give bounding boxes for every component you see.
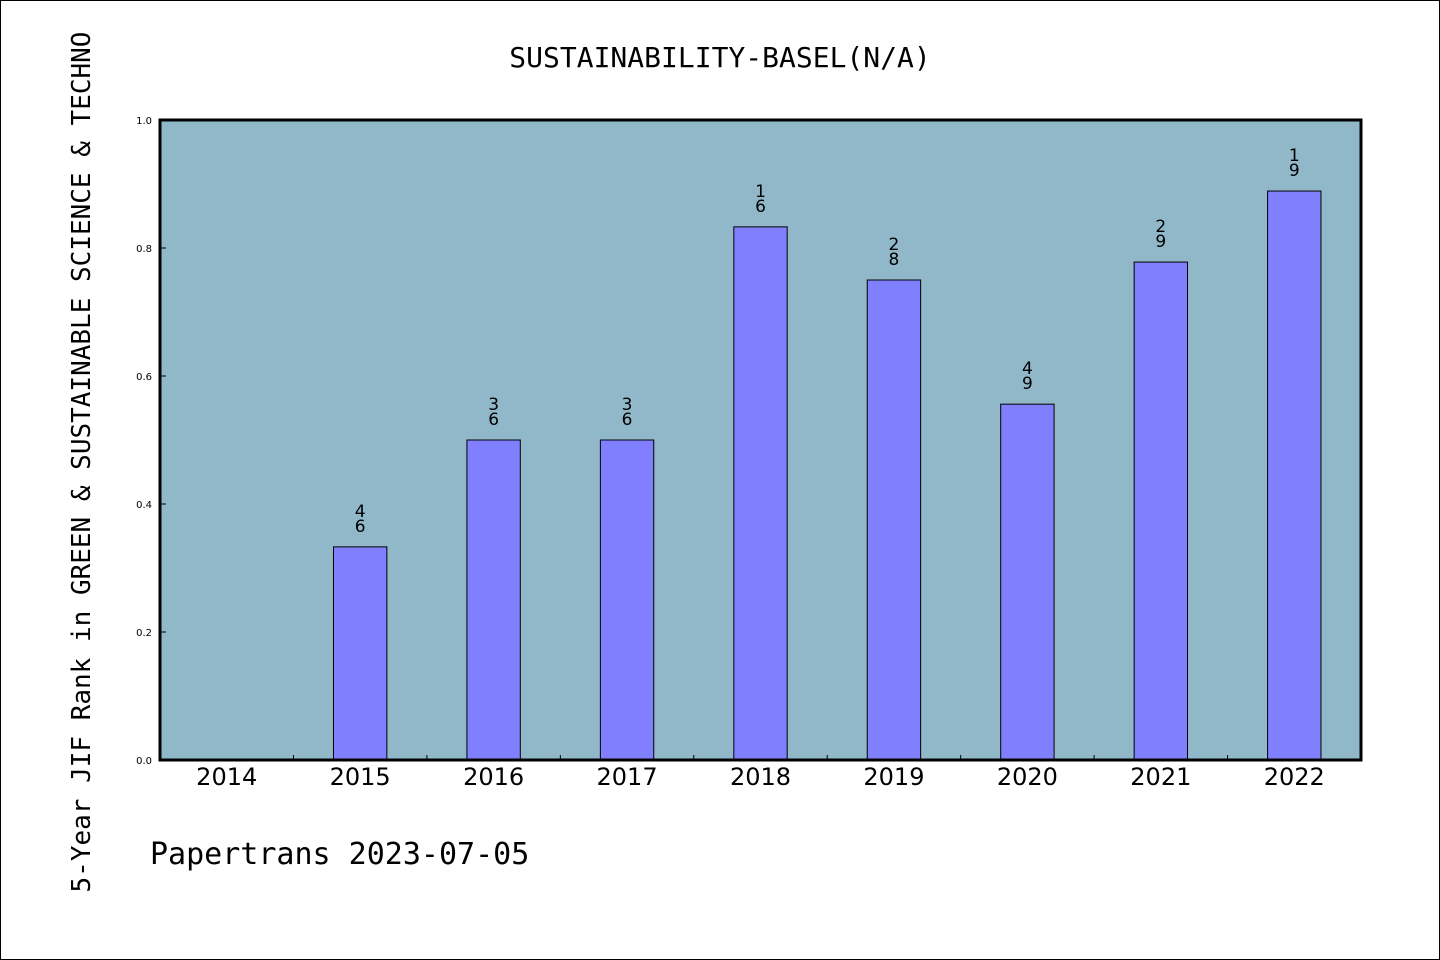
y-tick-label: 0.2 <box>136 628 152 639</box>
x-axis-ticks: 2014 2015 2016 2017 2018 2019 2020 2021 2022 <box>196 755 1325 791</box>
bar-labels-layer: 4 6 3 6 3 6 1 6 2 8 4 9 2 9 1 9 <box>355 146 1300 537</box>
plot-border <box>158 118 1363 762</box>
x-tick-label: 2017 <box>597 763 658 791</box>
bar <box>1133 261 1189 761</box>
x-tick-label: 2021 <box>1130 763 1191 791</box>
y-tick-label: 0.0 <box>136 756 152 767</box>
bars-layer <box>332 190 1322 761</box>
x-tick-label: 2014 <box>196 763 257 791</box>
chart-title: SUSTAINABILITY-BASEL(N/A) <box>509 41 930 74</box>
bar <box>599 439 655 761</box>
bar <box>466 439 521 761</box>
y-tick-label: 0.4 <box>136 500 152 511</box>
bar <box>1267 190 1322 761</box>
footer-watermark: Papertrans 2023-07-05 <box>150 837 529 872</box>
y-tick-label: 0.8 <box>136 244 152 255</box>
x-tick-label: 2016 <box>463 763 524 791</box>
y-tick-label: 0.6 <box>136 372 152 383</box>
x-tick-label: 2015 <box>330 763 391 791</box>
y-axis-label: 5-Year JIF Rank in GREEN & SUSTAINABLE S… <box>67 32 97 893</box>
x-tick-label: 2018 <box>730 763 791 791</box>
bar <box>1000 403 1055 761</box>
x-tick-label: 2020 <box>997 763 1058 791</box>
bar <box>332 546 388 761</box>
y-tick-label: 1.0 <box>136 116 152 127</box>
x-tick-label: 2019 <box>863 763 924 791</box>
bar <box>866 279 922 761</box>
x-tick-label: 2022 <box>1264 763 1325 791</box>
bar <box>733 226 788 761</box>
